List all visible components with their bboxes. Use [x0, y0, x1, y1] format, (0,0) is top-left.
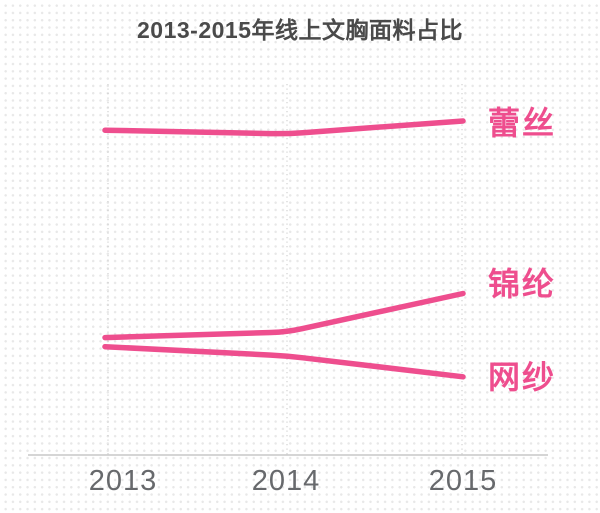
- series-label-nylon: 锦纶: [488, 266, 557, 302]
- x-tick-2013: 2013: [88, 465, 158, 497]
- series-label-mesh: 网纱: [488, 359, 557, 395]
- series-line-nylon: [102, 290, 466, 341]
- series-line-lace: [102, 118, 466, 137]
- series-line-mesh: [102, 343, 466, 380]
- series-label-lace: 蕾丝: [488, 105, 557, 141]
- chart-title: 2013-2015年线上文胸面料占比: [137, 17, 463, 43]
- x-tick-2014: 2014: [251, 465, 321, 497]
- x-tick-2015: 2015: [428, 465, 498, 497]
